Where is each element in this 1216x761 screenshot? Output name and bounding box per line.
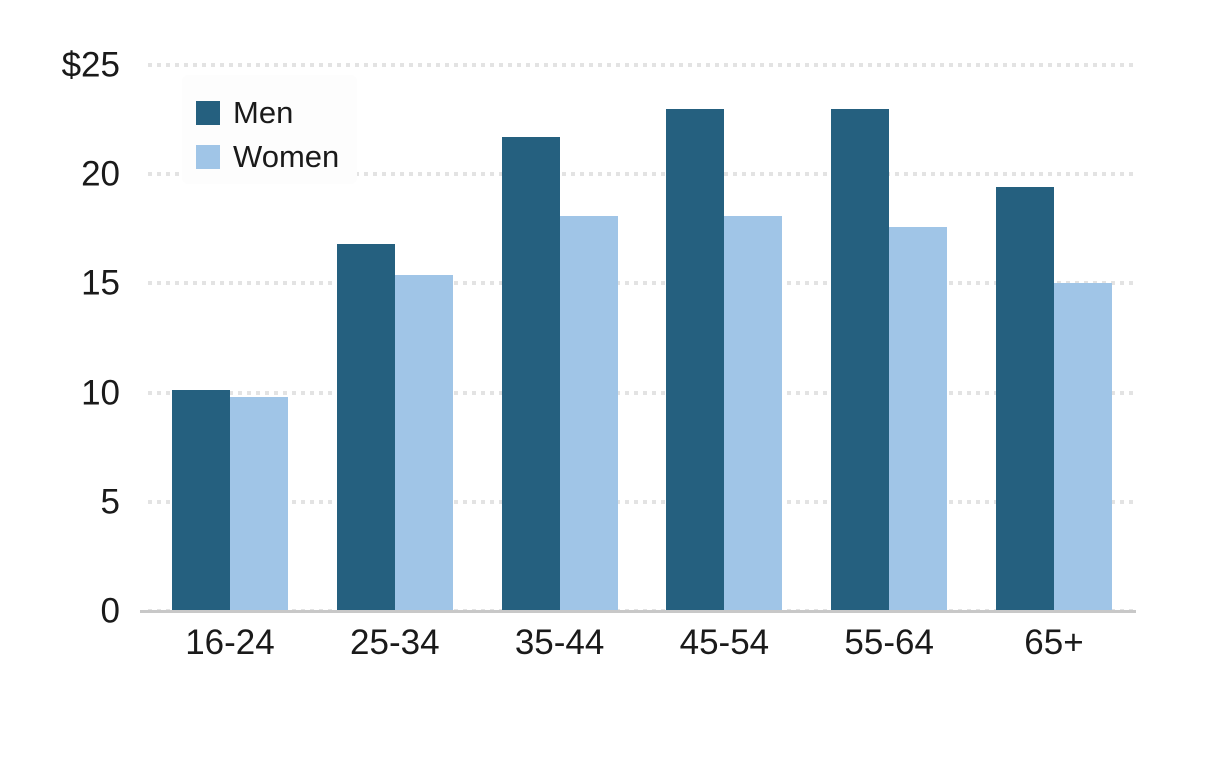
y-tick-label-5: 5	[100, 482, 120, 522]
legend-item-women: Women	[196, 141, 339, 172]
legend-item-men: Men	[196, 97, 339, 128]
x-axis-line	[140, 610, 1136, 613]
bar-women-65+	[1054, 283, 1112, 611]
bar-men-35-44	[501, 137, 560, 611]
y-tick-label-25: $25	[61, 45, 120, 85]
x-tick-label-16-24: 16-24	[185, 623, 275, 662]
legend-label-men: Men	[233, 95, 294, 130]
gridline-5	[148, 499, 1135, 504]
legend: Men Women	[182, 75, 358, 184]
bar-women-45-54	[724, 215, 783, 611]
x-tick-label-65+: 65+	[1024, 623, 1084, 662]
bar-women-35-44	[559, 215, 618, 611]
bar-men-55-64	[831, 108, 890, 611]
gridline-10	[148, 390, 1135, 395]
x-tick-label-25-34: 25-34	[350, 623, 440, 662]
y-tick-label-10: 10	[81, 373, 120, 413]
x-tick-label-35-44: 35-44	[514, 623, 605, 662]
y-tick-label-15: 15	[81, 263, 120, 303]
gridline-25	[148, 63, 1135, 67]
y-tick-label-20: 20	[81, 154, 120, 194]
x-tick-label-55-64: 55-64	[844, 623, 934, 662]
y-tick-label-0: 0	[100, 591, 120, 631]
bar-men-16-24	[172, 390, 230, 611]
legend-label-women: Women	[233, 139, 340, 174]
women-series-swatch-icon	[196, 144, 220, 169]
gridline-15	[148, 281, 1135, 286]
bar-women-55-64	[889, 226, 948, 611]
men-series-swatch-icon	[196, 100, 220, 125]
bar-women-25-34	[394, 274, 453, 611]
bar-women-16-24	[230, 396, 288, 611]
bar-men-65+	[996, 187, 1054, 611]
bar-men-45-54	[666, 108, 725, 611]
gridline-20	[148, 172, 1135, 177]
plot-area	[148, 63, 1135, 613]
bar-men-25-34	[336, 244, 395, 611]
x-tick-label-45-54: 45-54	[679, 623, 770, 662]
